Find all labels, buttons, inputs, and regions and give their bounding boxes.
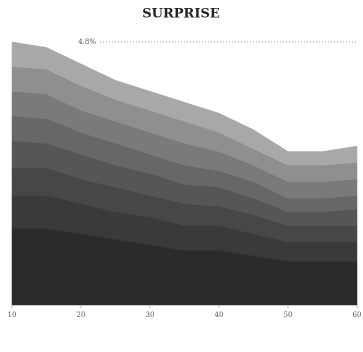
area-layer bbox=[11, 41, 358, 166]
chart-title: SURPRISE bbox=[142, 7, 220, 22]
x-tick-label: 30 bbox=[146, 311, 155, 319]
x-tick-label: 40 bbox=[215, 311, 224, 319]
x-tick-label: 50 bbox=[284, 311, 293, 319]
x-tick-label: 10 bbox=[8, 311, 17, 319]
reference-label: 4.8% bbox=[78, 38, 96, 46]
x-tick-label: 60 bbox=[353, 311, 362, 319]
x-tick-label: 20 bbox=[77, 311, 86, 319]
